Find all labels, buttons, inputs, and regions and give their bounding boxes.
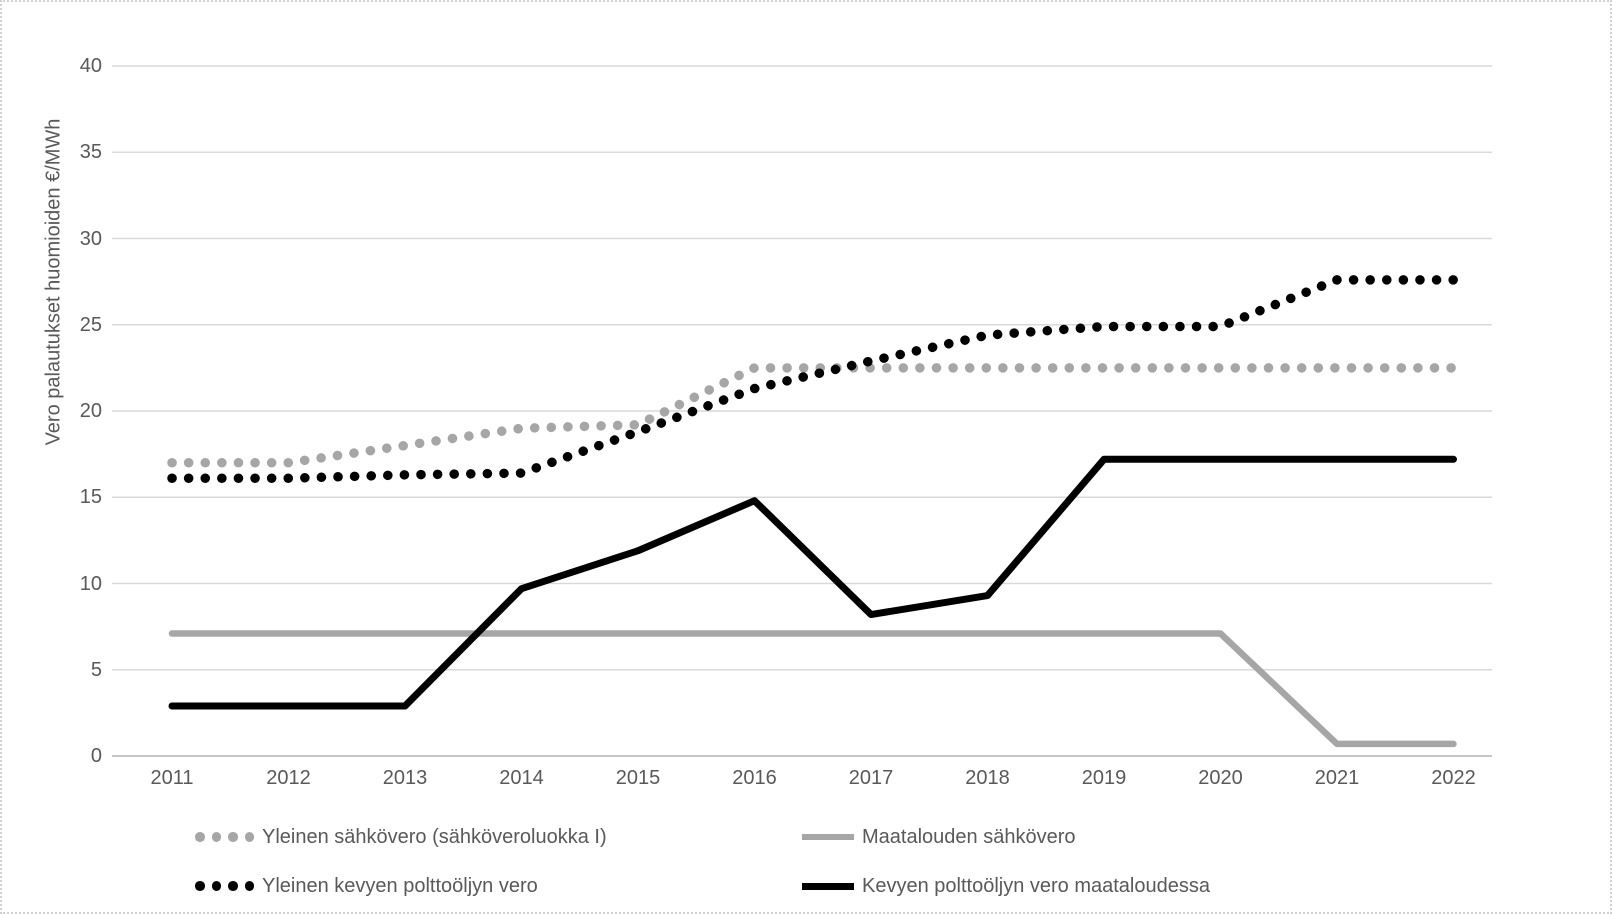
legend-item-label: Maatalouden sähkövero [862,825,1076,848]
y-tick-label-30: 30 [79,227,102,250]
legend-dot [228,881,238,891]
y-tick-label-40: 40 [79,55,102,77]
legend-dot [244,832,254,842]
legend-item-label: Kevyen polttoöljyn vero maataloudessa [862,874,1210,897]
legend-item-2: Maatalouden sähkövero [802,822,1075,852]
legend-item-3: Kevyen polttoöljyn vero maataloudessa [802,871,1210,901]
legend-dot [211,832,221,842]
y-tick-label-15: 15 [79,486,102,509]
legend-item-label: Yleinen sähkövero (sähköveroluokka I) [262,825,607,848]
y-tick-label-10: 10 [79,572,102,595]
legend-dot [211,881,221,891]
x-tick-label-2022: 2022 [1431,767,1476,789]
legend-dot [244,881,254,891]
legend-item-1: Yleinen kevyen polttoöljyn vero [195,871,538,901]
legend-line-marker [802,882,854,890]
x-tick-label-2018: 2018 [965,767,1010,789]
series-line-3 [168,455,1457,710]
x-tick-label-2012: 2012 [266,767,311,789]
x-tick-label-2016: 2016 [732,767,777,789]
x-tick-label-2017: 2017 [848,767,894,789]
x-tick-label-2019: 2019 [1081,767,1127,789]
legend-item-0: Yleinen sähkövero (sähköveroluokka I) [195,822,607,852]
legend-dot [228,832,238,842]
series-line-0 [167,363,1459,468]
x-tick-label-2014: 2014 [499,767,544,789]
legend-dotted-marker [195,832,254,842]
legend-item-label: Yleinen kevyen polttoöljyn vero [262,874,538,897]
x-tick-label-2020: 2020 [1198,767,1243,789]
y-tick-label-25: 25 [79,313,102,336]
y-tick-label-5: 5 [90,658,102,681]
series-line-1 [167,275,1459,484]
x-tick-label-2013: 2013 [382,767,428,789]
y-tick-label-20: 20 [79,400,102,422]
series-line-2 [168,630,1457,748]
legend-dot [195,881,205,891]
y-axis-title: Vero palautukset huomioiden €/MWh [42,118,65,446]
legend-line-marker [802,833,854,841]
legend-dot [195,832,205,842]
legend-dotted-marker [195,881,254,891]
x-tick-label-2011: 2011 [150,767,194,789]
x-tick-label-2021: 2021 [1314,767,1360,789]
y-tick-label-35: 35 [79,141,102,164]
y-tick-label-0: 0 [90,745,102,767]
x-tick-label-2015: 2015 [615,767,661,789]
